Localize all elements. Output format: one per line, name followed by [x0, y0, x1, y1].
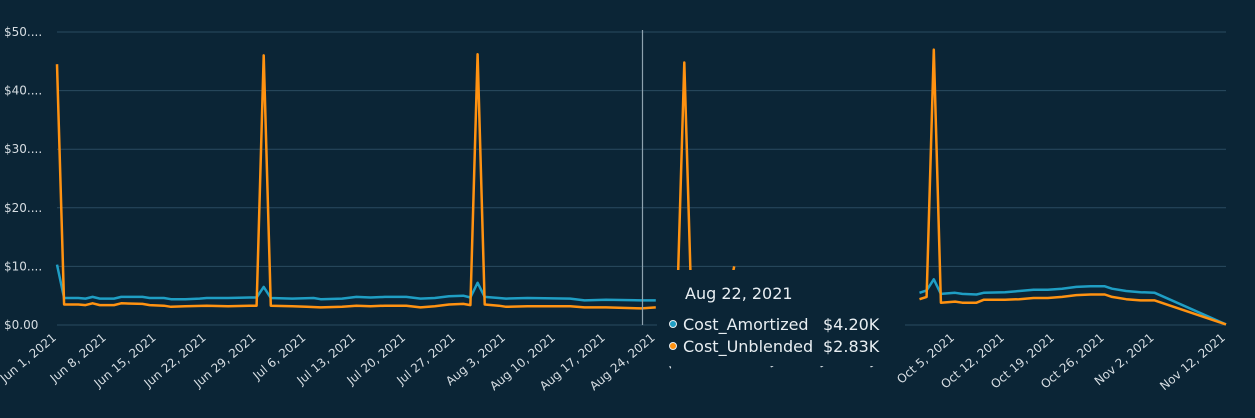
grid-layer	[57, 31, 1226, 326]
y-tick-label: $10....	[4, 259, 42, 273]
amortized-dot-icon	[669, 320, 677, 328]
x-tick-label: Nov 12, 2021	[1157, 331, 1228, 394]
series-line	[919, 278, 1227, 326]
y-tick-label: $20....	[4, 201, 42, 215]
tooltip-series-name: Cost_Unblended	[683, 336, 814, 356]
series-line	[55, 53, 656, 310]
unblended-dot-icon	[669, 342, 677, 350]
tooltip-row-amortized: Cost_Amortized $4.20K	[669, 314, 879, 334]
tooltip-series-value: $4.20K	[823, 314, 880, 334]
y-tick-label: $30....	[4, 142, 42, 156]
y-axis: $0.00 $10.... $20.... $30.... $40.... $50....	[4, 25, 42, 332]
series-line	[55, 264, 656, 302]
tooltip: Aug 22, 2021 Cost_Amortized $4.20K Cost_…	[657, 270, 905, 366]
y-tick-label: $0.00	[4, 318, 38, 332]
tooltip-series-name: Cost_Amortized	[683, 314, 809, 334]
tooltip-series-value: $2.83K	[823, 336, 880, 356]
tooltip-row-unblended: Cost_Unblended $2.83K	[669, 336, 879, 356]
series-line	[919, 48, 1227, 326]
tooltip-date: Aug 22, 2021	[685, 284, 793, 303]
series-line	[675, 61, 693, 308]
y-tick-label: $50....	[4, 25, 42, 39]
y-tick-label: $40....	[4, 84, 42, 98]
